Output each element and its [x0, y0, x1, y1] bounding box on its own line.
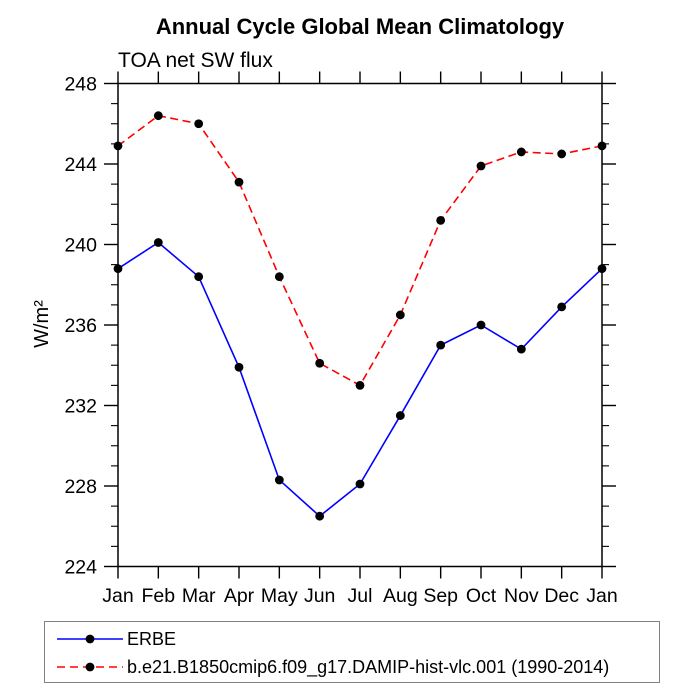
data-point-marker	[274, 272, 284, 282]
x-tick-label: Nov	[504, 585, 539, 607]
data-point-marker	[395, 310, 405, 320]
data-point-marker	[113, 141, 123, 151]
data-point-marker	[557, 302, 567, 312]
data-point-marker	[597, 264, 607, 274]
legend-line-sample	[57, 634, 123, 644]
legend-line-sample	[57, 662, 123, 672]
x-tick-label: Mar	[182, 585, 216, 607]
data-point-marker	[234, 177, 244, 187]
x-tick-label: Apr	[224, 585, 255, 607]
y-tick-label: 240	[64, 235, 97, 257]
x-tick-label: Jul	[348, 585, 373, 607]
data-point-marker	[516, 344, 526, 354]
chart-plot-area: Annual Cycle Global Mean Climatology TOA…	[31, 14, 618, 608]
data-point-marker	[395, 411, 405, 420]
legend-entry-1: b.e21.B1850cmip6.f09_g17.DAMIP-hist-vlc.…	[55, 653, 609, 681]
axis-ticks	[104, 71, 616, 579]
legend-sample-marker	[85, 634, 95, 644]
data-point-marker	[194, 272, 204, 282]
plot-frame	[117, 82, 603, 568]
data-point-marker	[113, 264, 123, 274]
x-tick-label: Oct	[466, 585, 497, 607]
data-point-marker	[355, 380, 365, 390]
y-tick-label: 248	[64, 74, 97, 96]
legend-entry-0: ERBE	[55, 625, 176, 653]
y-tick-label: 244	[64, 154, 97, 176]
y-axis-title: W/m²	[31, 300, 53, 348]
chart-subtitle: TOA net SW flux	[118, 49, 273, 72]
tick-labels: Jan Feb Mar Apr May Jun Jul Aug Sep Oct Nov Dec Jan2…	[64, 74, 617, 608]
data-point-marker	[436, 215, 446, 225]
legend-label-0: ERBE	[127, 628, 177, 649]
chart-title: Annual Cycle Global Mean Climatology	[156, 14, 565, 39]
data-point-marker	[234, 362, 244, 372]
legend: ERBE b.e21.B1850cmip6.f09_g17.DAMIP-hist-…	[44, 621, 660, 683]
legend-sample-marker	[85, 662, 95, 672]
x-tick-label: Aug	[383, 585, 418, 607]
x-tick-label: Jan	[102, 585, 133, 607]
data-series	[113, 111, 607, 521]
data-point-marker	[476, 320, 486, 330]
data-point-marker	[436, 340, 446, 350]
plot-frame-border	[117, 82, 603, 568]
legend-label-1: b.e21.B1850cmip6.f09_g17.DAMIP-hist-vlc.…	[127, 656, 610, 677]
series-line-0	[117, 241, 603, 518]
y-tick-label: 228	[64, 476, 97, 498]
x-tick-label: Jan	[586, 585, 617, 607]
x-tick-label: Sep	[423, 585, 458, 607]
data-point-marker	[557, 149, 567, 159]
x-tick-label: Feb	[142, 585, 176, 607]
x-tick-label: Jun	[304, 585, 335, 607]
data-point-marker	[194, 119, 204, 129]
data-point-marker	[153, 238, 163, 247]
data-point-marker	[315, 511, 325, 521]
y-tick-label: 236	[64, 315, 97, 337]
y-tick-label: 224	[64, 557, 97, 579]
data-point-marker	[516, 147, 526, 157]
series-line-1	[117, 114, 603, 387]
x-tick-label: May	[261, 585, 298, 607]
data-point-marker	[153, 111, 163, 121]
y-tick-label: 232	[64, 396, 97, 418]
data-point-marker	[315, 358, 325, 368]
data-point-marker	[274, 475, 284, 485]
x-tick-label: Dec	[544, 585, 579, 607]
data-point-marker	[476, 161, 486, 171]
data-point-marker	[597, 141, 607, 151]
data-point-marker	[355, 479, 365, 489]
